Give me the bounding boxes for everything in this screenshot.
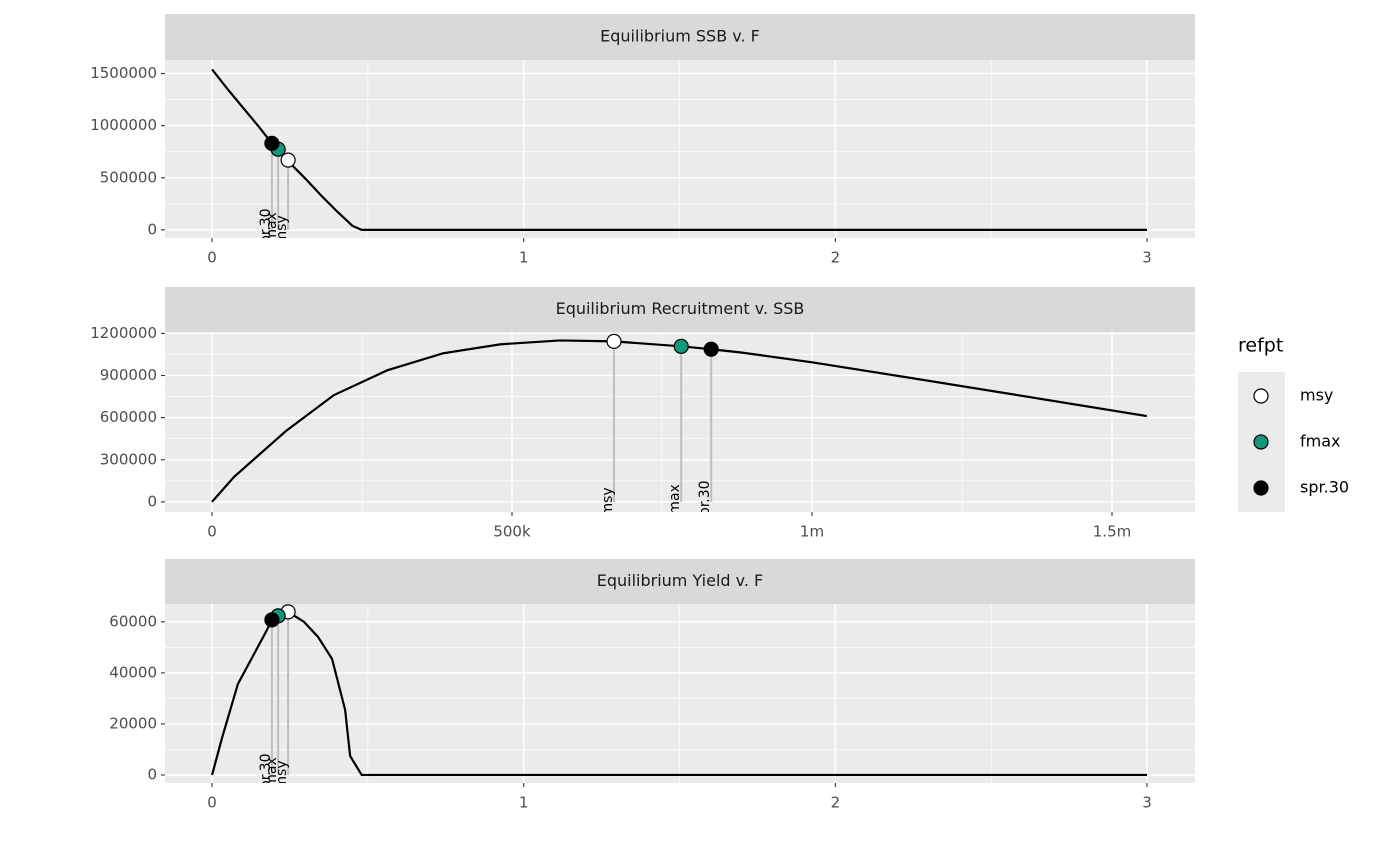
strip (165, 287, 1195, 332)
x-tick-label: 1m (800, 523, 824, 541)
refpt-label: spr.30 (258, 208, 274, 251)
refpt-label: msy (274, 760, 290, 789)
line (211, 68, 1148, 231)
strip (165, 559, 1195, 604)
x-tick-label: 0 (207, 249, 217, 267)
refpt-label: fmax (264, 212, 280, 247)
y-tick-label: 1500000 (90, 64, 157, 82)
y-tick-label: 300000 (100, 450, 157, 468)
panel (165, 60, 1195, 238)
refpt-label: spr.30 (258, 754, 274, 797)
line (211, 339, 1147, 503)
legend-title: refpt (1238, 335, 1283, 357)
x-tick-label: 500k (493, 523, 531, 541)
refpt-point (264, 612, 280, 628)
panel-title: Equilibrium Yield v. F (597, 571, 764, 590)
y-tick-label: 1000000 (90, 116, 157, 134)
x-tick-label: 1 (519, 249, 529, 267)
x-tick-label: 0 (207, 794, 217, 812)
y-tick-label: 0 (147, 492, 157, 510)
y-tick-label: 1200000 (90, 324, 157, 342)
panel (165, 332, 1195, 512)
panel (165, 604, 1195, 783)
legend-label: fmax (1300, 432, 1341, 451)
y-tick-label: 500000 (100, 168, 157, 186)
panel-title: Equilibrium SSB v. F (600, 27, 760, 46)
x-tick-label: 3 (1142, 249, 1152, 267)
x-tick-label: 1 (519, 794, 529, 812)
y-tick-label: 900000 (100, 366, 157, 384)
refpt-point (264, 135, 280, 151)
y-tick-label: 0 (147, 220, 157, 238)
panel-title: Equilibrium Recruitment v. SSB (556, 299, 805, 318)
legend-label: msy (1300, 386, 1333, 405)
legend-key (1253, 388, 1269, 404)
x-tick-label: 1.5m (1093, 523, 1131, 541)
x-tick-label: 2 (831, 249, 841, 267)
plot-area: msy fmax spr.30 (165, 332, 1195, 523)
line (210, 610, 1148, 777)
y-tick-label: 40000 (109, 663, 157, 681)
legend-key (1253, 434, 1269, 450)
refpt-label: fmax (264, 757, 280, 792)
refpt-point (606, 333, 622, 350)
refpt-point (673, 338, 689, 354)
refpt-point (703, 341, 719, 357)
refpt-point (280, 152, 296, 168)
legend-key (1253, 480, 1269, 496)
y-tick-label: 0 (147, 765, 157, 783)
refpt-label: spr.30 (697, 480, 713, 523)
y-tick-label: 60000 (109, 612, 157, 630)
x-tick-label: 0 (207, 523, 217, 541)
x-tick-label: 3 (1142, 794, 1152, 812)
refpt-label: fmax (667, 484, 683, 519)
strip (165, 14, 1195, 60)
y-tick-label: 20000 (109, 714, 157, 732)
legend-label: spr.30 (1300, 478, 1349, 497)
refpt-label: msy (274, 215, 290, 244)
x-tick-label: 2 (831, 794, 841, 812)
y-tick-label: 600000 (100, 408, 157, 426)
refpt-label: msy (600, 487, 616, 516)
